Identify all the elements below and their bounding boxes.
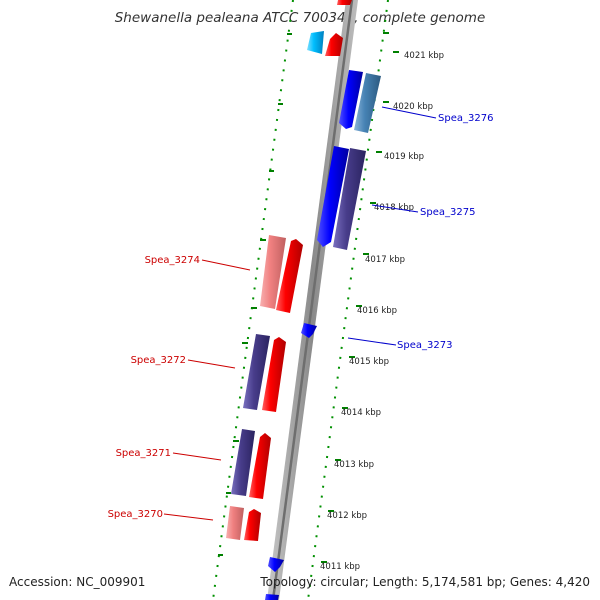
accession-text: Accession: NC_009901 xyxy=(9,575,146,589)
label-leaders xyxy=(163,106,437,521)
genome-summary-text: Topology: circular; Length: 5,174,581 bp… xyxy=(260,575,590,589)
label-spea-3275: Spea_3275 xyxy=(420,207,475,218)
gene-spea-3274-red xyxy=(276,239,303,313)
gene-cyan-top xyxy=(307,31,324,54)
gene-spea-3270-red xyxy=(244,509,261,541)
kbp-4016: 4016 kbp xyxy=(357,306,397,316)
gene-spea-3275-blue xyxy=(317,146,349,247)
label-spea-3276: Spea_3276 xyxy=(438,113,493,124)
label-spea-3273: Spea_3273 xyxy=(397,340,452,351)
gene-spea-3274 xyxy=(260,235,286,309)
gene-red-top xyxy=(325,33,343,56)
label-spea-3271: Spea_3271 xyxy=(116,448,171,459)
gene-blue-bottom-edge xyxy=(265,594,279,600)
gene-spea-3272 xyxy=(243,334,270,410)
kbp-4012: 4012 kbp xyxy=(327,511,367,521)
kbp-4017: 4017 kbp xyxy=(365,255,405,265)
label-spea-3272: Spea_3272 xyxy=(131,355,186,366)
kbp-4019: 4019 kbp xyxy=(384,152,424,162)
kbp-4011: 4011 kbp xyxy=(320,562,360,572)
kbp-4020: 4020 kbp xyxy=(393,102,433,112)
gene-spea-3276-blue xyxy=(339,70,363,129)
kbp-4014: 4014 kbp xyxy=(341,408,381,418)
kbp-4013: 4013 kbp xyxy=(334,460,374,470)
gene-blue-bottom xyxy=(268,557,284,572)
gene-partial-top xyxy=(337,0,352,5)
inner-ring-ticks xyxy=(321,32,399,563)
outer-ring-ticks xyxy=(218,33,292,556)
gene-labels: Spea_3276 Spea_3275 Spea_3274 Spea_3273 … xyxy=(108,113,494,520)
gene-spea-3276 xyxy=(354,73,381,133)
gene-spea-3270 xyxy=(226,506,244,540)
label-spea-3270: Spea_3270 xyxy=(108,509,163,520)
kbp-4015: 4015 kbp xyxy=(349,357,389,367)
gene-spea-3271 xyxy=(231,429,255,496)
gene-spea-3271-red xyxy=(249,433,271,499)
gene-spea-3273 xyxy=(301,323,317,338)
label-spea-3274: Spea_3274 xyxy=(145,255,200,266)
gene-spea-3275 xyxy=(333,148,366,250)
gene-spea-3272-red xyxy=(262,337,286,412)
outer-guide-ring xyxy=(212,0,294,600)
kbp-4021: 4021 kbp xyxy=(404,51,444,61)
map-title: Shewanella pealeana ATCC 700345, complet… xyxy=(114,10,486,26)
